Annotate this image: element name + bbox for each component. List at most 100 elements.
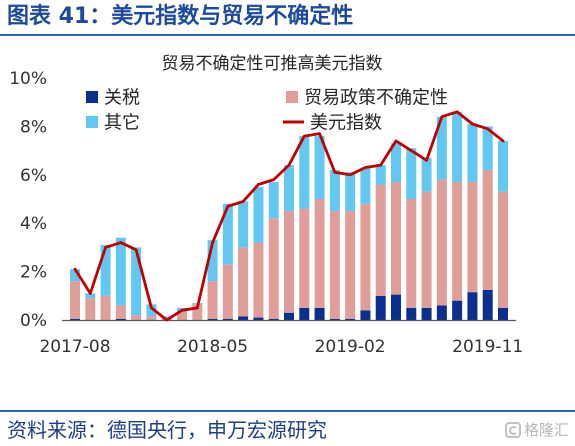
bar-tariff-2019-05 <box>391 294 401 320</box>
usd-index-point-2018-06 <box>226 204 230 208</box>
bar-tariff-2019-08 <box>436 305 447 320</box>
chart-title: 贸易不确定性可推高美元指数 <box>162 54 383 74</box>
bar-tariff-2019-04 <box>375 295 386 320</box>
usd-index-point-2019-06 <box>409 149 413 152</box>
x-tick-label: 2019-02 <box>315 337 386 357</box>
bar-trade-policy-uncertainty-2019-10 <box>467 182 478 293</box>
legend-label-trade-policy-uncertainty: 贸易政策不确定性 <box>304 88 448 109</box>
title-divider <box>0 34 575 36</box>
y-tick-label: 8% <box>20 117 47 137</box>
usd-index-point-2019-10 <box>471 122 474 126</box>
bar-other-2018-07 <box>238 201 249 248</box>
bar-trade-policy-uncertainty-2019-03 <box>360 203 371 311</box>
bar-trade-policy-uncertainty-2019-11 <box>482 169 493 290</box>
x-tick-label: 2018-05 <box>177 337 248 357</box>
usd-index-point-2017-09 <box>88 292 92 295</box>
bar-trade-policy-uncertainty-2019-01 <box>329 211 340 319</box>
usd-index-point-2018-11 <box>302 134 306 138</box>
line-series <box>73 110 505 322</box>
bar-other-2018-11 <box>299 136 310 209</box>
legend-swatch-tariff <box>86 91 98 103</box>
bar-tariff-2018-11 <box>299 307 310 320</box>
bar-trade-policy-uncertainty-2018-01 <box>146 316 157 320</box>
bar-other-2017-09 <box>85 293 96 299</box>
legend-item-tariff: 关税 <box>86 88 140 109</box>
usd-index-point-2018-02 <box>165 318 169 322</box>
bar-tariff-2019-10 <box>467 292 478 320</box>
usd-index-point-2018-12 <box>318 132 321 135</box>
x-tick-label: 2019-11 <box>452 337 523 357</box>
bar-tariff-2018-10 <box>284 312 294 320</box>
legend-label-usd-index: 美元指数 <box>310 113 382 134</box>
bar-tariff-2019-09 <box>452 300 463 320</box>
bar-other-2018-12 <box>314 136 325 199</box>
bar-trade-policy-uncertainty-2017-12 <box>131 315 142 320</box>
usd-index-point-2017-08 <box>73 267 77 271</box>
bar-other-2017-08 <box>70 269 80 282</box>
bar-tariff-2018-12 <box>314 307 325 320</box>
bar-other-2019-09 <box>452 111 463 183</box>
usd-index-point-2017-10 <box>104 246 107 249</box>
bar-other-2019-10 <box>467 123 478 183</box>
bar-other-2017-10 <box>100 244 111 296</box>
bar-trade-policy-uncertainty-2019-09 <box>452 182 463 301</box>
bar-tariff-2018-07 <box>238 316 249 320</box>
bar-trade-policy-uncertainty-2017-10 <box>100 295 111 320</box>
bar-tariff-2019-11 <box>482 289 493 320</box>
usd-index-point-2018-07 <box>241 200 245 203</box>
bar-tariff-2019-12 <box>498 307 508 320</box>
legend-label-other: 其它 <box>104 113 140 134</box>
figure-title: 图表 41：美元指数与贸易不确定性 <box>7 4 354 29</box>
bar-trade-policy-uncertainty-2019-08 <box>436 179 447 306</box>
usd-index-point-2018-03 <box>180 309 184 312</box>
bar-trade-policy-uncertainty-2019-02 <box>345 211 356 319</box>
bar-trade-policy-uncertainty-2017-09 <box>85 298 96 320</box>
bar-tariff-2019-07 <box>421 307 432 320</box>
bar-other-2019-08 <box>436 116 447 180</box>
bar-trade-policy-uncertainty-2018-04 <box>192 304 203 320</box>
bar-trade-policy-uncertainty-2018-12 <box>314 199 325 308</box>
usd-index-point-2019-09 <box>455 110 459 114</box>
bar-tariff-2018-08 <box>253 317 264 320</box>
x-axis-tick-labels: 2017-08 2018-05 2019-02 2019-11 <box>39 337 523 357</box>
bar-other-2019-04 <box>375 165 386 185</box>
usd-index-point-2018-09 <box>272 178 276 181</box>
bar-other-2018-05 <box>207 240 218 282</box>
legend-label-tariff: 关税 <box>104 88 140 109</box>
usd-index-point-2017-11 <box>119 241 123 244</box>
bar-trade-policy-uncertainty-2019-04 <box>375 184 386 296</box>
bar-other-2018-01 <box>146 304 157 317</box>
bar-trade-policy-uncertainty-2019-12 <box>498 191 508 308</box>
usd-index-point-2019-11 <box>486 127 490 131</box>
legend-swatch-trade-policy-uncertainty <box>286 91 298 103</box>
legend-swatch-other <box>86 116 98 128</box>
bar-tariff-2017-08 <box>70 318 80 320</box>
usd-index-point-2019-08 <box>440 115 444 119</box>
bar-trade-policy-uncertainty-2018-07 <box>238 247 249 317</box>
bar-trade-policy-uncertainty-2018-11 <box>299 208 310 308</box>
usd-index-point-2018-04 <box>195 306 199 310</box>
usd-index-point-2018-08 <box>257 183 260 186</box>
y-axis-tick-labels: 0% 2% 4% 6% 8% 10% <box>9 69 47 331</box>
y-tick-label: 4% <box>20 214 47 234</box>
bar-trade-policy-uncertainty-2019-05 <box>391 182 401 295</box>
bar-trade-policy-uncertainty-2017-11 <box>115 305 126 319</box>
bar-tariff-2019-01 <box>329 318 340 320</box>
bar-other-2018-09 <box>268 182 279 219</box>
bar-other-2019-12 <box>498 140 508 192</box>
usd-index-point-2019-07 <box>425 158 428 162</box>
bar-other-2018-02 <box>161 316 172 318</box>
bar-tariff-2017-11 <box>115 318 126 320</box>
watermark-text: 格隆汇 <box>523 421 569 439</box>
y-tick-label: 6% <box>20 166 47 186</box>
y-tick-label: 0% <box>20 311 47 331</box>
bar-tariff-2019-02 <box>345 318 356 320</box>
legend-item-trade-policy-uncertainty: 贸易政策不确定性 <box>286 88 448 109</box>
bar-other-2019-05 <box>391 143 401 183</box>
x-tick-label: 2017-08 <box>39 337 110 357</box>
bar-tariff-2018-09 <box>268 318 279 320</box>
bar-trade-policy-uncertainty-2017-08 <box>70 281 80 319</box>
bar-tariff-2018-06 <box>222 318 233 320</box>
usd-index-point-2018-05 <box>211 241 214 244</box>
